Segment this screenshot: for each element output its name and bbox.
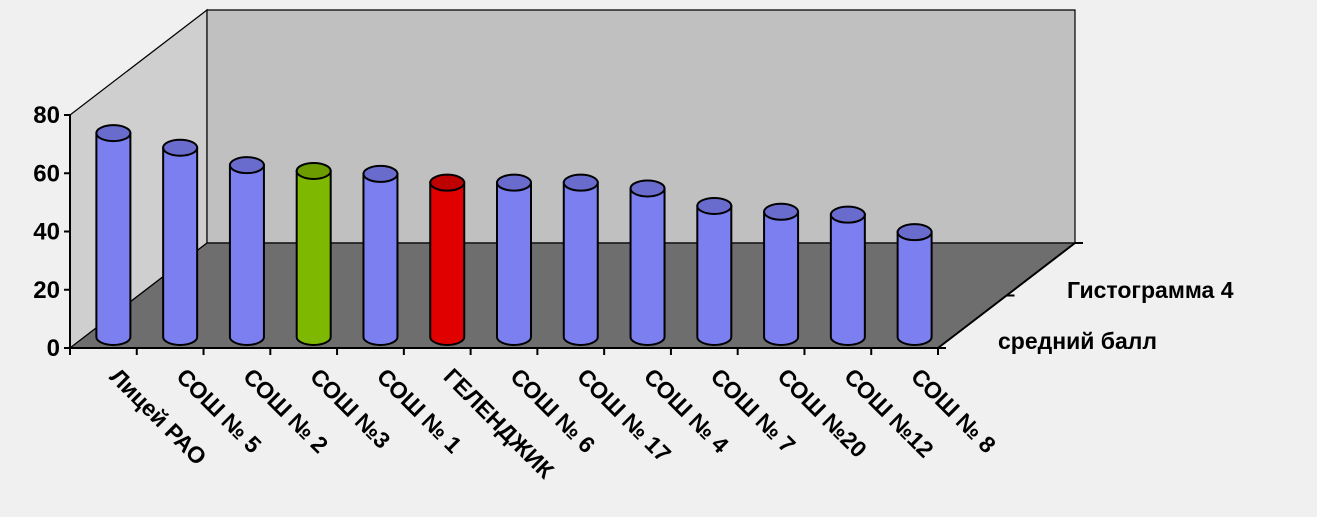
bar-body (162, 146, 199, 346)
bar-body (429, 181, 466, 346)
bar-body (896, 231, 933, 346)
y-tick-label: 0 (47, 335, 60, 362)
bar-body (496, 181, 532, 346)
bar (629, 179, 666, 346)
bar-body (562, 181, 599, 346)
bar (562, 173, 599, 346)
series-label: Гистограмма 4 (1067, 277, 1234, 303)
bar-body (696, 204, 733, 346)
bar (162, 138, 199, 346)
chart-bars (95, 124, 933, 346)
bar (429, 173, 466, 346)
bar-top (295, 161, 332, 180)
bar-top (562, 173, 599, 192)
series-axis-labels: средний балл Гистограмма 4 (998, 277, 1234, 354)
bar-top (362, 164, 399, 183)
bar (228, 156, 265, 346)
bar-body (228, 164, 265, 346)
bar-top (162, 138, 199, 157)
bar-body (629, 187, 666, 346)
bar (696, 196, 733, 346)
bar-top (896, 223, 933, 242)
bar-body (829, 213, 866, 346)
bar-top (95, 124, 132, 143)
bar-top (496, 173, 532, 192)
y-axis-tick-labels: 0 20 40 60 80 (33, 102, 60, 362)
chart-axes (64, 114, 1083, 355)
bar-top (763, 202, 800, 221)
bar-top (228, 156, 265, 175)
bar (763, 202, 800, 346)
bar (496, 173, 532, 346)
bar-body (362, 172, 399, 346)
y-tick-label: 40 (33, 219, 60, 246)
bar (95, 124, 132, 346)
bar (295, 161, 332, 346)
bar (362, 164, 399, 346)
y-tick-label: 60 (33, 160, 60, 187)
bar-top (696, 196, 733, 215)
bar-top (429, 173, 466, 192)
y-tick-label: 80 (33, 102, 60, 129)
bar-top (629, 179, 666, 198)
series-label: средний балл (998, 328, 1157, 354)
bar-body (95, 132, 132, 346)
bar (829, 205, 866, 346)
bar-body (763, 210, 800, 346)
y-tick-label: 20 (33, 277, 60, 304)
bar-top (829, 205, 866, 224)
bar-body (295, 169, 332, 346)
bar (896, 223, 933, 346)
